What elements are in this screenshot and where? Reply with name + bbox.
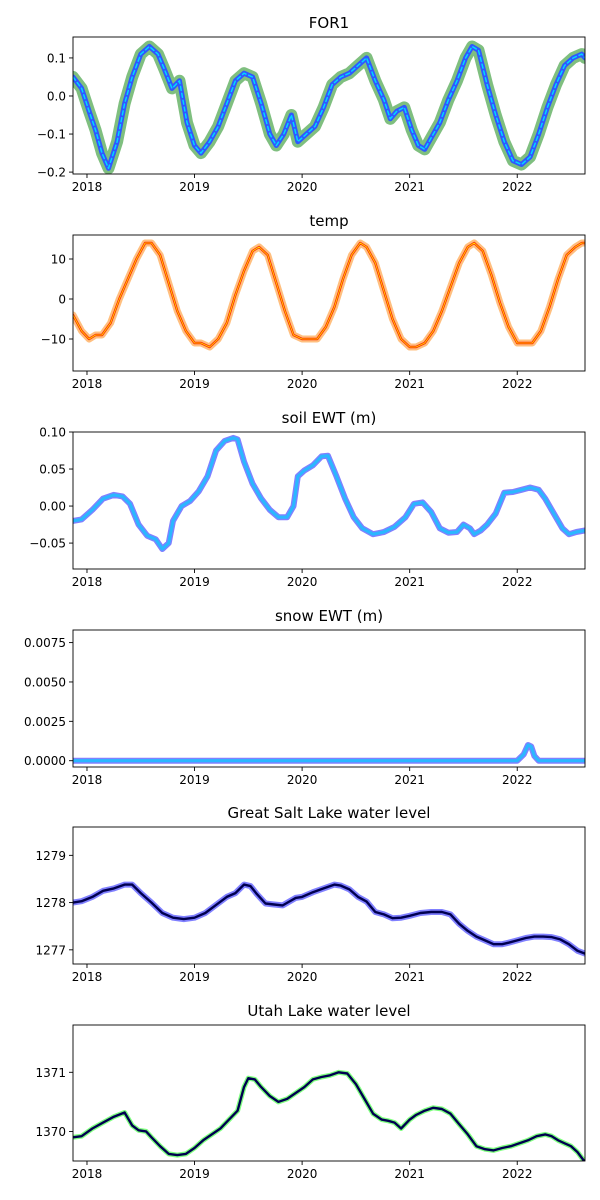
y-tick-label: 0.00 bbox=[39, 500, 66, 514]
y-tick-label: 0.0025 bbox=[24, 715, 66, 729]
y-tick-label: −0.1 bbox=[37, 128, 66, 142]
y-tick-label: 1370 bbox=[35, 1125, 66, 1139]
y-tick-label: 0.1 bbox=[47, 51, 66, 65]
axes-frame bbox=[72, 826, 586, 965]
y-tick-label: 0.05 bbox=[39, 463, 66, 477]
chart-title: soil EWT (m) bbox=[282, 409, 377, 427]
x-tick-label: 2020 bbox=[287, 1167, 318, 1181]
axes-frame bbox=[72, 36, 586, 175]
x-tick-label: 2021 bbox=[394, 1167, 425, 1181]
chart-panel-3: soil EWT (m) 2018 2019 2020 2021 2022 −0.05 0.0… bbox=[29, 409, 586, 589]
y-tick-label: 0.0075 bbox=[24, 636, 66, 650]
series-line-2 bbox=[73, 883, 585, 955]
y-tick-label: 0 bbox=[58, 293, 66, 307]
x-tick-label: 2019 bbox=[179, 773, 210, 787]
chart-title: temp bbox=[309, 212, 348, 230]
y-tick-label: 0.10 bbox=[39, 426, 66, 440]
axes-frame bbox=[72, 629, 586, 768]
x-tick-label: 2021 bbox=[394, 575, 425, 589]
x-tick-label: 2021 bbox=[394, 377, 425, 391]
x-tick-label: 2018 bbox=[72, 575, 103, 589]
chart-panel-6: Utah Lake water level 2018 2019 2020 2021 202… bbox=[35, 1002, 586, 1181]
x-tick-label: 2018 bbox=[72, 377, 103, 391]
y-tick-label: 10 bbox=[51, 253, 66, 267]
x-tick-label: 2018 bbox=[72, 180, 103, 194]
chart-panel-1: FOR1 2018 2019 2020 2021 2022 −0.2 −0.1 0.0 0.1 bbox=[37, 14, 586, 194]
chart-title: snow EWT (m) bbox=[275, 607, 383, 625]
x-tick-label: 2022 bbox=[502, 1167, 533, 1181]
x-tick-label: 2019 bbox=[179, 575, 210, 589]
chart-title: Great Salt Lake water level bbox=[228, 804, 431, 822]
y-tick-label: −0.05 bbox=[29, 537, 66, 551]
y-tick-label: 0.0 bbox=[47, 89, 66, 103]
x-tick-label: 2018 bbox=[72, 970, 103, 984]
chart-panel-2: temp 2018 2019 2020 2021 2022 −10 0 10 bbox=[41, 212, 586, 391]
chart-panel-4: snow EWT (m) 2018 2019 2020 2021 2022 0.0000 0.… bbox=[24, 607, 586, 787]
x-tick-label: 2019 bbox=[179, 1167, 210, 1181]
x-tick-label: 2019 bbox=[179, 180, 210, 194]
x-tick-label: 2022 bbox=[502, 575, 533, 589]
series-line-3 bbox=[73, 45, 585, 170]
x-tick-label: 2020 bbox=[287, 377, 318, 391]
x-tick-label: 2022 bbox=[502, 970, 533, 984]
y-tick-label: −10 bbox=[41, 333, 66, 347]
x-tick-label: 2021 bbox=[394, 773, 425, 787]
series-line-1 bbox=[73, 1069, 585, 1161]
x-tick-label: 2020 bbox=[287, 575, 318, 589]
x-tick-label: 2019 bbox=[179, 970, 210, 984]
y-tick-label: 1279 bbox=[35, 849, 66, 863]
chart-panel-5: Great Salt Lake water level 2018 2019 2020 2… bbox=[35, 804, 586, 984]
x-tick-label: 2018 bbox=[72, 1167, 103, 1181]
series-line-2 bbox=[73, 1071, 585, 1161]
series-line-1 bbox=[73, 742, 585, 764]
y-tick-label: 0.0050 bbox=[24, 675, 66, 689]
x-tick-label: 2019 bbox=[179, 377, 210, 391]
series-line-2 bbox=[73, 743, 585, 763]
axes-frame bbox=[72, 234, 586, 372]
x-tick-label: 2022 bbox=[502, 180, 533, 194]
x-tick-label: 2022 bbox=[502, 377, 533, 391]
series-line-3 bbox=[73, 242, 585, 348]
y-tick-label: 1278 bbox=[35, 896, 66, 910]
y-tick-label: 1371 bbox=[35, 1066, 66, 1080]
y-tick-label: −0.2 bbox=[37, 166, 66, 180]
x-tick-label: 2021 bbox=[394, 970, 425, 984]
x-tick-label: 2020 bbox=[287, 970, 318, 984]
axes-frame bbox=[72, 1024, 586, 1162]
y-tick-label: 0.0000 bbox=[24, 754, 66, 768]
chart-title: Utah Lake water level bbox=[247, 1002, 410, 1020]
series-line-2 bbox=[73, 436, 585, 551]
x-tick-label: 2021 bbox=[394, 180, 425, 194]
series-line-1 bbox=[73, 239, 585, 351]
y-tick-label: 1277 bbox=[35, 943, 66, 957]
x-tick-label: 2020 bbox=[287, 773, 318, 787]
x-tick-label: 2020 bbox=[287, 180, 318, 194]
x-tick-label: 2018 bbox=[72, 773, 103, 787]
axes-frame bbox=[72, 431, 586, 570]
chart-title: FOR1 bbox=[309, 14, 349, 32]
x-tick-label: 2022 bbox=[502, 773, 533, 787]
